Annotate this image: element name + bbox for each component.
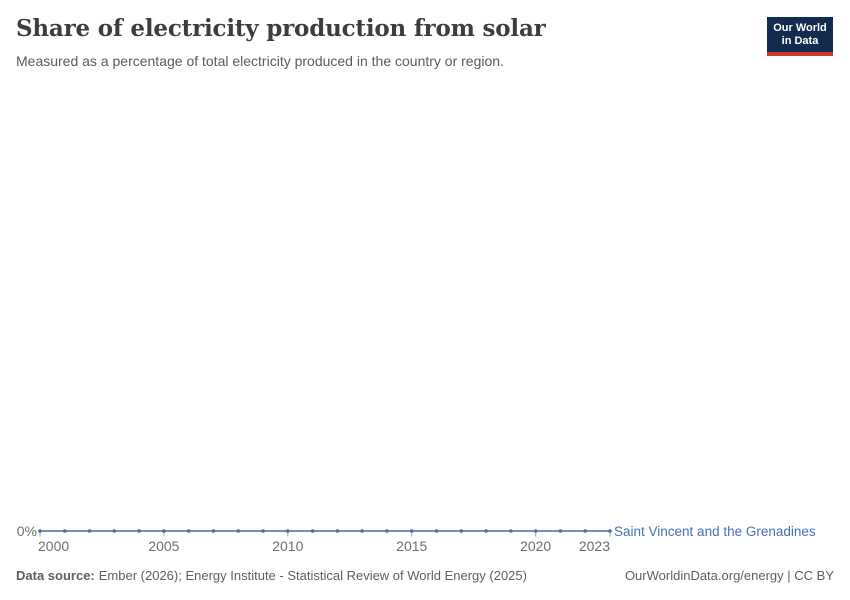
x-axis-tick-label: 2023 bbox=[578, 538, 610, 554]
data-point-marker bbox=[459, 529, 464, 533]
data-point-marker bbox=[236, 529, 241, 533]
data-source-note: Data source: Ember (2026); Energy Institu… bbox=[16, 568, 527, 583]
owid-logo: Our World in Data bbox=[767, 17, 833, 56]
data-point-marker bbox=[211, 529, 216, 533]
line-chart-svg bbox=[38, 529, 612, 537]
data-point-marker bbox=[484, 529, 488, 533]
data-point-marker bbox=[409, 529, 414, 533]
data-point-marker bbox=[385, 529, 389, 533]
data-point-marker bbox=[335, 529, 340, 533]
owid-logo-line2: in Data bbox=[781, 35, 819, 47]
x-axis-tick-label: 2005 bbox=[148, 538, 180, 554]
data-point-marker bbox=[87, 529, 92, 533]
chart-footer: Data source: Ember (2026); Energy Institu… bbox=[16, 568, 834, 583]
data-point-marker bbox=[186, 529, 191, 533]
data-point-marker bbox=[509, 529, 513, 533]
owid-logo-box: Our World in Data bbox=[767, 17, 833, 52]
x-axis-tick-label: 2020 bbox=[520, 538, 552, 554]
chart-subtitle: Measured as a percentage of total electr… bbox=[16, 53, 504, 69]
data-point-marker bbox=[38, 529, 42, 533]
y-axis-zero-label: 0% bbox=[16, 523, 37, 539]
data-point-marker bbox=[261, 529, 265, 533]
data-point-marker bbox=[286, 529, 290, 533]
license-link[interactable]: OurWorldinData.org/energy | CC BY bbox=[624, 568, 834, 583]
data-point-marker bbox=[310, 529, 315, 533]
chart-title: Share of electricity production from sol… bbox=[16, 15, 546, 42]
data-point-marker bbox=[434, 529, 439, 533]
data-point-marker bbox=[558, 529, 563, 533]
data-point-marker bbox=[112, 529, 117, 533]
data-point-marker bbox=[360, 529, 364, 533]
owid-logo-red-bar bbox=[767, 52, 833, 56]
data-point-marker bbox=[162, 529, 166, 533]
data-point-marker bbox=[62, 529, 67, 533]
x-axis-tick-label: 2010 bbox=[272, 538, 304, 554]
data-point-marker bbox=[137, 529, 141, 533]
data-source-text: Ember (2026); Energy Institute - Statist… bbox=[98, 568, 527, 583]
x-axis-tick-label: 2000 bbox=[38, 538, 70, 554]
data-point-marker bbox=[608, 529, 612, 533]
data-point-marker bbox=[583, 529, 588, 533]
data-source-label: Data source: bbox=[16, 568, 95, 583]
entity-label[interactable]: Saint Vincent and the Grenadines bbox=[614, 524, 816, 539]
owid-logo-line1: Our World bbox=[773, 22, 827, 34]
data-point-marker bbox=[533, 529, 538, 533]
x-axis-tick-label: 2015 bbox=[396, 538, 428, 554]
